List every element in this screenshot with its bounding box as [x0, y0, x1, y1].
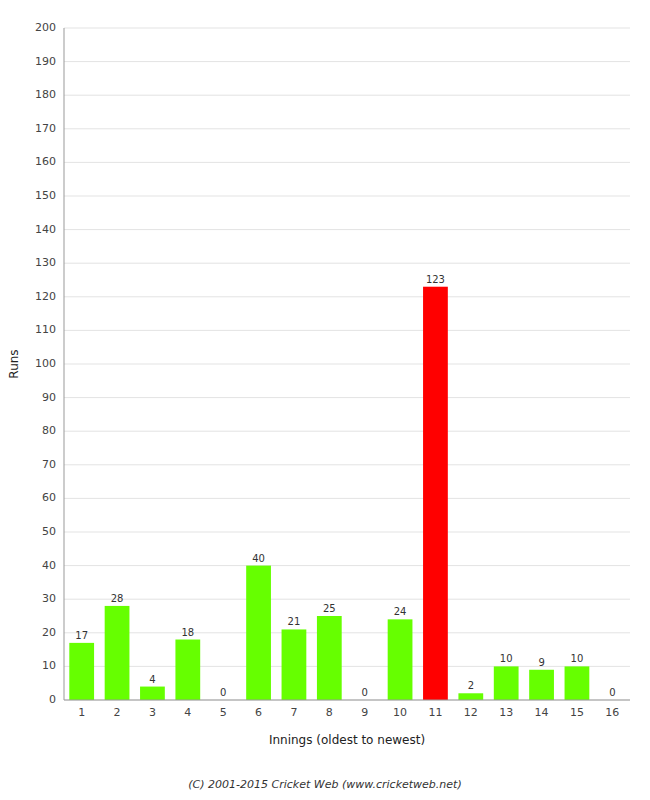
- data-label: 10: [571, 653, 584, 664]
- x-tick-label: 5: [220, 706, 227, 719]
- y-tick-label: 110: [35, 323, 56, 336]
- y-tick-label: 10: [42, 659, 56, 672]
- bar: [388, 619, 413, 700]
- data-label: 25: [323, 603, 336, 614]
- y-tick-label: 120: [35, 290, 56, 303]
- x-tick-label: 15: [570, 706, 584, 719]
- data-label: 0: [220, 687, 226, 698]
- y-tick-label: 40: [42, 559, 56, 572]
- y-axis-line: [64, 28, 65, 700]
- grid-line: [64, 296, 630, 297]
- bar: [494, 666, 519, 700]
- grid-line: [64, 464, 630, 465]
- grid-line: [64, 162, 630, 163]
- grid: [64, 28, 630, 700]
- data-label: 10: [500, 653, 513, 664]
- x-tick-label: 9: [361, 706, 368, 719]
- data-label: 9: [538, 657, 544, 668]
- grid-line: [64, 397, 630, 398]
- grid-line: [64, 128, 630, 129]
- y-axis: 0 10 20 30 40 50 60 70 80 90 100 110 120 130 140 150 160…: [35, 21, 56, 706]
- grid-line: [64, 263, 630, 264]
- x-tick-label: 13: [499, 706, 513, 719]
- data-label: 40: [252, 553, 265, 564]
- x-tick-label: 6: [255, 706, 262, 719]
- grid-line: [64, 498, 630, 499]
- x-axis: 12345678910111213141516: [78, 706, 619, 719]
- grid-line: [64, 599, 630, 600]
- data-label: 0: [362, 687, 368, 698]
- data-label: 18: [181, 627, 194, 638]
- chart-container: 0102030405060708090100110120130140150160…: [0, 0, 650, 800]
- y-tick-label: 150: [35, 189, 56, 202]
- y-tick-label: 0: [49, 693, 56, 706]
- y-tick-label: 100: [35, 357, 56, 370]
- bar: [282, 629, 307, 700]
- bar: [69, 643, 94, 700]
- x-tick-label: 11: [428, 706, 442, 719]
- x-tick-label: 12: [464, 706, 478, 719]
- data-label: 2: [468, 680, 474, 691]
- y-tick-label: 170: [35, 122, 56, 135]
- grid-line: [64, 229, 630, 230]
- y-tick-label: 50: [42, 525, 56, 538]
- bar: [529, 670, 554, 700]
- bar: [246, 566, 271, 700]
- bars: [69, 287, 589, 700]
- x-tick-label: 3: [149, 706, 156, 719]
- footer: (C) 2001-2015 Cricket Web (www.cricketwe…: [188, 778, 461, 791]
- x-tick-label: 8: [326, 706, 333, 719]
- grid-line: [64, 28, 630, 29]
- grid-line: [64, 632, 630, 633]
- x-tick-label: 1: [78, 706, 85, 719]
- x-tick-label: 7: [290, 706, 297, 719]
- bar: [458, 693, 483, 700]
- y-tick-label: 70: [42, 458, 56, 471]
- x-axis-line: [64, 700, 630, 701]
- bar: [423, 287, 448, 700]
- grid-line: [64, 364, 630, 365]
- grid-line: [64, 700, 630, 701]
- grid-line: [64, 196, 630, 197]
- x-tick-label: 2: [114, 706, 121, 719]
- data-label: 28: [111, 593, 124, 604]
- data-labels: 17 28 4 18 0 40 21 25 0 24 123 2 10 9 10 0: [75, 274, 615, 698]
- grid-line: [64, 666, 630, 667]
- x-tick-label: 4: [184, 706, 191, 719]
- data-label: 17: [75, 630, 88, 641]
- y-tick-label: 180: [35, 88, 56, 101]
- grid-line: [64, 532, 630, 533]
- grid-line: [64, 95, 630, 96]
- data-label: 4: [149, 674, 155, 685]
- y-axis-label: Runs: [7, 349, 21, 378]
- bar: [565, 666, 590, 700]
- y-tick-label: 200: [35, 21, 56, 34]
- y-tick-label: 80: [42, 424, 56, 437]
- x-tick-label: 14: [535, 706, 549, 719]
- bar: [140, 687, 165, 700]
- grid-line: [64, 330, 630, 331]
- x-tick-label: 16: [605, 706, 619, 719]
- y-tick-label: 160: [35, 155, 56, 168]
- data-label: 0: [609, 687, 615, 698]
- data-label: 24: [394, 606, 407, 617]
- bar: [105, 606, 130, 700]
- y-tick-label: 20: [42, 626, 56, 639]
- y-tick-label: 30: [42, 592, 56, 605]
- grid-line: [64, 431, 630, 432]
- bar: [317, 616, 342, 700]
- y-tick-label: 130: [35, 256, 56, 269]
- y-tick-label: 60: [42, 491, 56, 504]
- y-tick-label: 190: [35, 55, 56, 68]
- y-tick-label: 140: [35, 223, 56, 236]
- grid-line: [64, 61, 630, 62]
- x-tick-label: 10: [393, 706, 407, 719]
- data-label: 123: [426, 274, 445, 285]
- grid-line: [64, 565, 630, 566]
- y-tick-label: 90: [42, 391, 56, 404]
- chart: 0102030405060708090100110120130140150160…: [0, 0, 650, 800]
- bar: [175, 640, 200, 700]
- x-axis-label: Innings (oldest to newest): [269, 733, 425, 747]
- data-label: 21: [288, 616, 301, 627]
